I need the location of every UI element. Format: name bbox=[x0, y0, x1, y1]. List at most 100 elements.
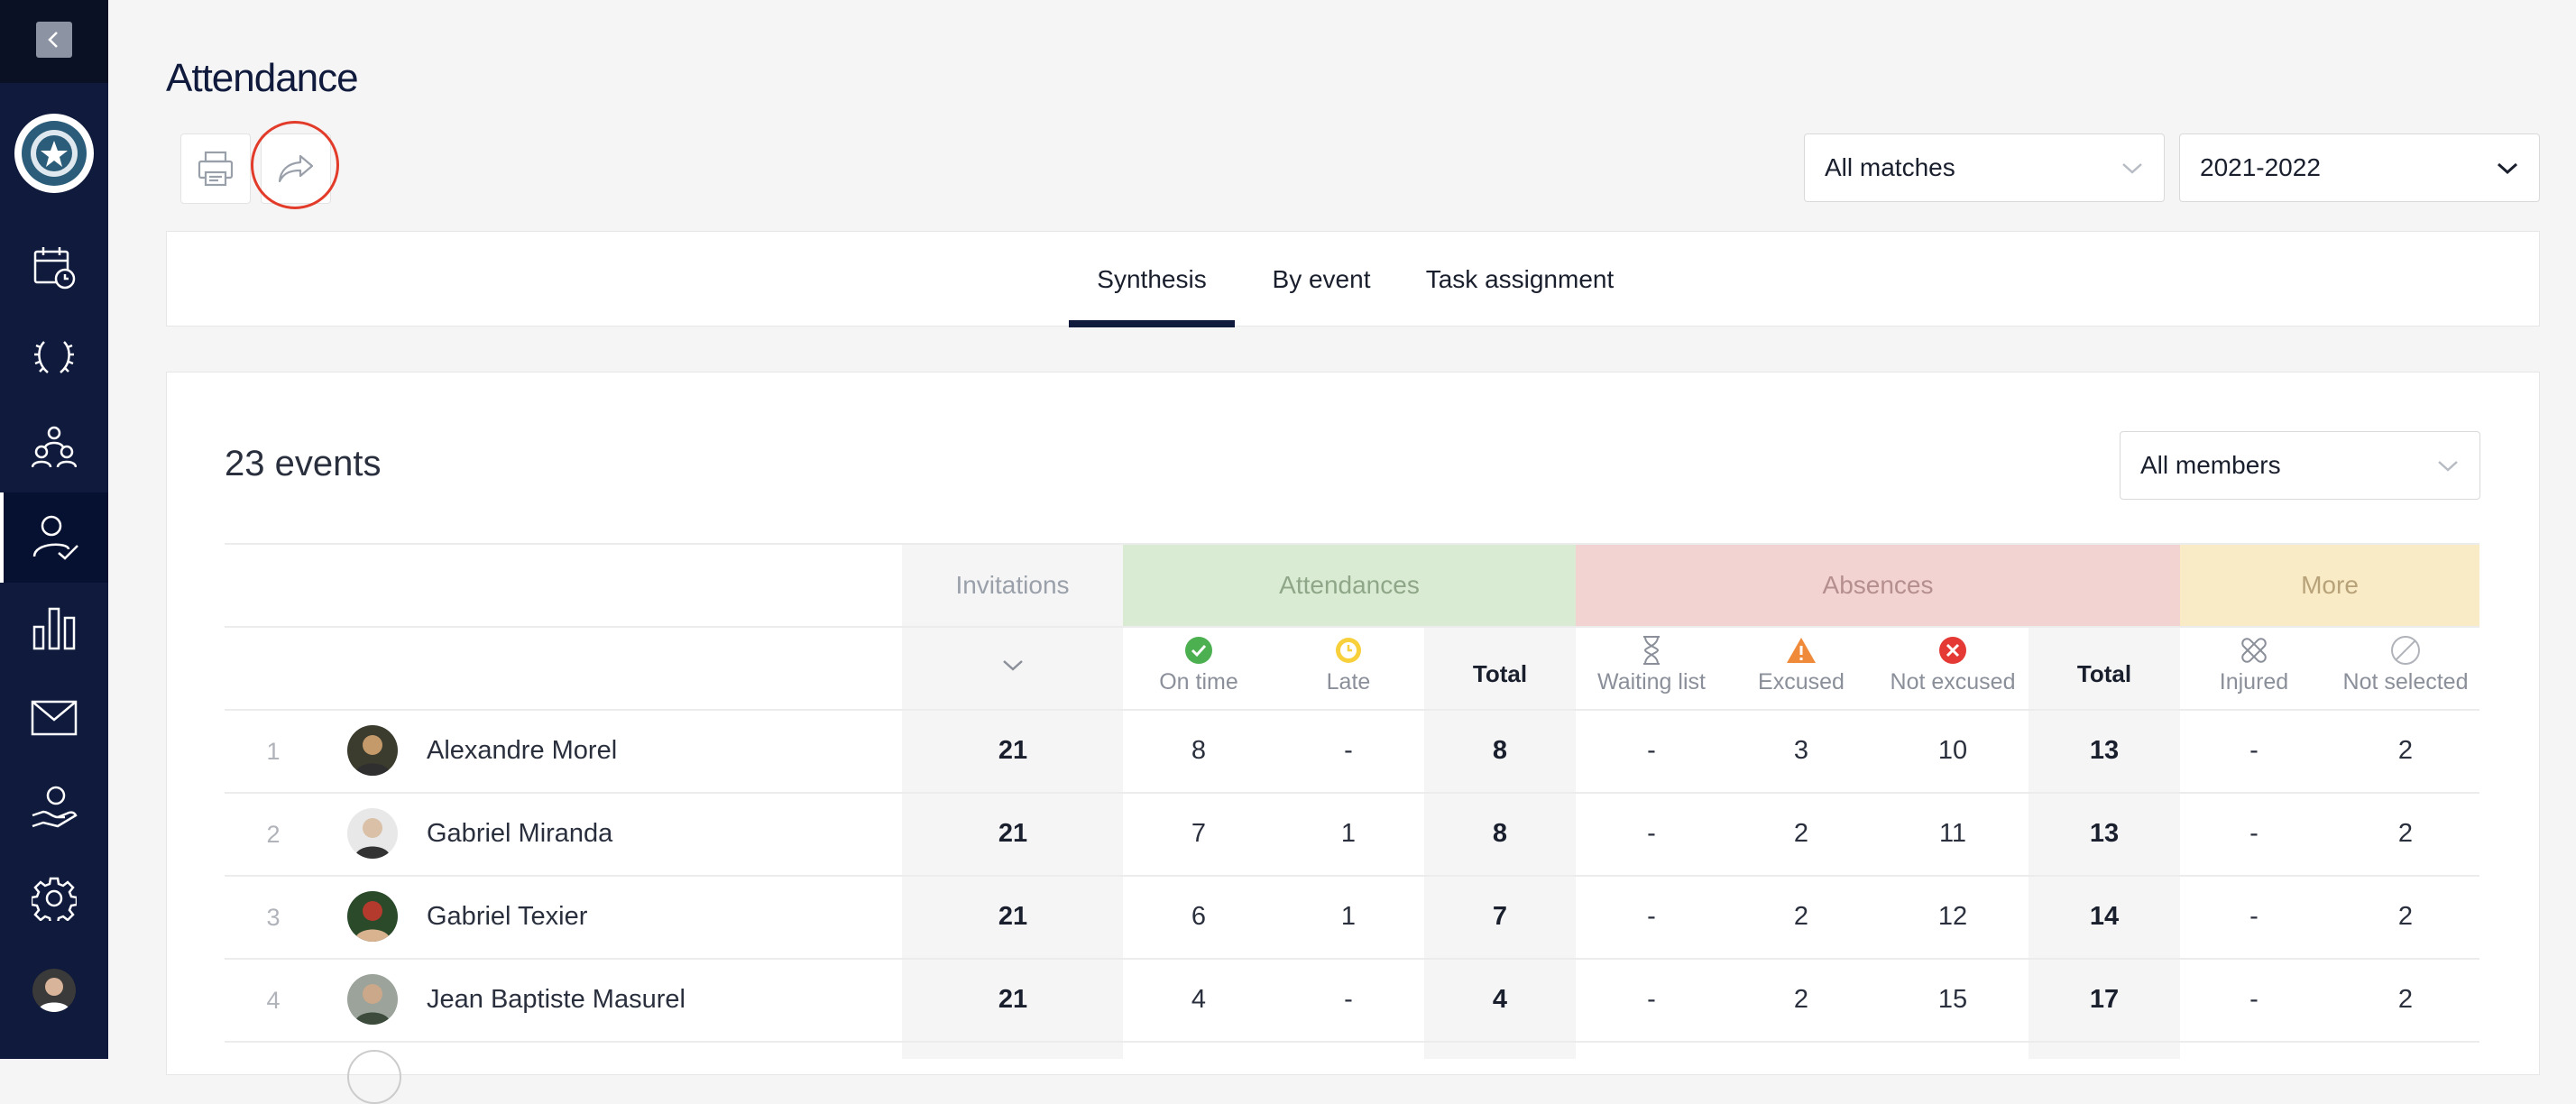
cell-waiting-list: - bbox=[1647, 985, 1656, 1014]
column-label-excused: Excused bbox=[1758, 669, 1845, 695]
season-filter-select[interactable]: 2021-2022 bbox=[2179, 133, 2540, 202]
cell-excused: 2 bbox=[1793, 819, 1809, 848]
gear-icon bbox=[32, 877, 77, 921]
member-name[interactable]: Gabriel Miranda bbox=[427, 819, 613, 848]
tab-by-event[interactable]: By event bbox=[1249, 232, 1394, 327]
column-header-excused: Excused bbox=[1725, 635, 1877, 713]
avatar bbox=[347, 725, 398, 776]
table-divider bbox=[225, 875, 2479, 877]
group-header-attendances: Attendances bbox=[1279, 571, 1420, 599]
clock-icon bbox=[1336, 638, 1361, 663]
column-header-not-selected: Not selected bbox=[2330, 635, 2481, 713]
column-header-late: Late bbox=[1273, 635, 1424, 713]
column-header-absence-total: Total bbox=[2076, 660, 2132, 687]
table-divider bbox=[225, 543, 2479, 545]
cell-not-selected: 2 bbox=[2397, 819, 2414, 848]
tab-task-assignment[interactable]: Task assignment bbox=[1412, 232, 1628, 327]
absence-total-column-bg bbox=[2029, 628, 2180, 1059]
sidebar-item-donations[interactable] bbox=[0, 763, 108, 853]
invitations-sort-button[interactable] bbox=[937, 635, 1089, 731]
members-filter-value: All members bbox=[2140, 451, 2281, 479]
cell-abs-total: 17 bbox=[2089, 985, 2120, 1014]
hourglass-icon bbox=[1643, 636, 1660, 665]
cell-att-total: 8 bbox=[1492, 819, 1508, 848]
tab-by-event-label: By event bbox=[1272, 265, 1371, 293]
tab-task-assignment-label: Task assignment bbox=[1425, 265, 1615, 293]
tab-synthesis-label: Synthesis bbox=[1097, 265, 1207, 293]
tab-synthesis[interactable]: Synthesis bbox=[1069, 232, 1235, 327]
cell-late: - bbox=[1344, 736, 1353, 765]
page-title: Attendance bbox=[166, 56, 359, 100]
sidebar-item-competitions[interactable] bbox=[0, 312, 108, 402]
column-header-on-time: On time bbox=[1123, 635, 1274, 713]
members-filter-select[interactable]: All members bbox=[2120, 431, 2480, 500]
column-label-not-excused: Not excused bbox=[1890, 669, 2016, 695]
cell-on-time: 8 bbox=[1191, 736, 1207, 765]
back-button[interactable] bbox=[36, 22, 72, 58]
prohibited-icon bbox=[2391, 636, 2420, 665]
absences-group-bg bbox=[1576, 543, 2180, 628]
cell-on-time: 4 bbox=[1191, 985, 1207, 1014]
sidebar-item-calendar[interactable] bbox=[0, 222, 108, 312]
cell-on-time: 6 bbox=[1191, 902, 1207, 931]
chevron-down-icon bbox=[2122, 163, 2142, 174]
chevron-down-icon bbox=[1003, 660, 1023, 671]
sidebar-item-settings[interactable] bbox=[0, 853, 108, 943]
table-divider bbox=[225, 792, 2479, 794]
avatar bbox=[347, 808, 398, 859]
column-header-not-excused: Not excused bbox=[1877, 635, 2029, 713]
sidebar-item-team[interactable] bbox=[0, 402, 108, 492]
table-divider bbox=[225, 709, 2479, 711]
sidebar-item-messages[interactable] bbox=[0, 673, 108, 763]
avatar bbox=[347, 974, 398, 1025]
invitations-column-bg bbox=[902, 543, 1123, 1059]
cell-not-selected: 2 bbox=[2397, 736, 2414, 765]
cell-injured: - bbox=[2249, 736, 2259, 765]
cell-invitations: 21 bbox=[998, 985, 1028, 1014]
column-header-attendance-total: Total bbox=[1472, 660, 1528, 687]
row-number: 4 bbox=[266, 987, 281, 1014]
calendar-clock-icon bbox=[33, 247, 76, 290]
column-header-injured: Injured bbox=[2178, 635, 2330, 713]
sidebar-top bbox=[0, 0, 108, 83]
cell-att-total: 8 bbox=[1492, 736, 1508, 765]
printer-icon bbox=[198, 151, 234, 187]
print-button[interactable] bbox=[180, 133, 251, 204]
cell-waiting-list: - bbox=[1647, 819, 1656, 848]
club-crest-icon bbox=[22, 121, 87, 186]
user-check-icon bbox=[32, 515, 78, 560]
matches-filter-select[interactable]: All matches bbox=[1804, 133, 2165, 202]
check-circle-icon bbox=[1185, 637, 1212, 664]
cell-injured: - bbox=[2249, 985, 2259, 1014]
cell-waiting-list: - bbox=[1647, 736, 1656, 765]
club-logo[interactable] bbox=[14, 114, 94, 193]
matches-filter-value: All matches bbox=[1825, 153, 1955, 181]
cell-late: 1 bbox=[1340, 819, 1357, 848]
member-name[interactable]: Gabriel Texier bbox=[427, 902, 588, 931]
cell-not-selected: 2 bbox=[2397, 902, 2414, 931]
warning-icon bbox=[1787, 638, 1816, 663]
team-icon bbox=[32, 426, 77, 468]
cell-att-total: 7 bbox=[1492, 902, 1508, 931]
sidebar-item-attendance[interactable] bbox=[0, 492, 108, 583]
column-header-waiting-list: Waiting list bbox=[1576, 635, 1727, 713]
member-name[interactable]: Alexandre Morel bbox=[427, 736, 618, 765]
more-group-bg bbox=[2180, 543, 2479, 628]
row-number: 1 bbox=[266, 738, 281, 765]
cell-not-excused: 11 bbox=[1938, 819, 1967, 848]
member-name[interactable]: Jean Baptiste Masurel bbox=[427, 985, 685, 1014]
user-avatar[interactable] bbox=[32, 969, 76, 1012]
chevron-down-icon bbox=[2497, 162, 2518, 175]
sidebar-item-statistics[interactable] bbox=[0, 583, 108, 673]
season-filter-value: 2021-2022 bbox=[2200, 153, 2321, 181]
cell-invitations: 21 bbox=[998, 736, 1028, 765]
bar-chart-icon bbox=[32, 607, 76, 650]
tabs-bar: Synthesis By event Task assignment bbox=[166, 231, 2540, 327]
cell-not-selected: 2 bbox=[2397, 985, 2414, 1014]
group-header-more: More bbox=[2301, 571, 2359, 599]
cell-waiting-list: - bbox=[1647, 902, 1656, 931]
cell-injured: - bbox=[2249, 819, 2259, 848]
cell-not-excused: 10 bbox=[1937, 736, 1968, 765]
cell-not-excused: 15 bbox=[1937, 985, 1968, 1014]
cell-abs-total: 13 bbox=[2089, 819, 2120, 848]
